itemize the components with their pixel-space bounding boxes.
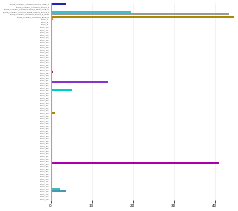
Bar xyxy=(50,99,52,101)
Bar xyxy=(50,6,51,8)
Bar xyxy=(50,36,51,38)
Bar xyxy=(50,71,53,73)
Bar xyxy=(50,195,51,197)
Bar xyxy=(50,18,53,20)
Bar xyxy=(50,89,72,91)
Bar xyxy=(50,41,51,43)
Bar xyxy=(50,180,51,182)
Bar xyxy=(50,38,51,40)
Bar xyxy=(50,92,51,93)
Bar xyxy=(50,104,51,106)
Bar xyxy=(50,66,52,68)
Bar xyxy=(50,178,51,180)
Bar xyxy=(50,97,52,99)
Bar xyxy=(50,34,51,35)
Bar xyxy=(50,84,52,86)
Bar xyxy=(50,102,51,104)
Bar xyxy=(50,175,51,177)
Bar xyxy=(50,185,51,187)
Bar xyxy=(50,16,234,18)
Bar xyxy=(50,183,51,185)
Bar xyxy=(50,69,52,71)
Bar xyxy=(50,165,51,167)
Bar xyxy=(50,168,52,169)
Bar xyxy=(50,87,51,88)
Bar xyxy=(50,162,219,164)
Bar xyxy=(50,109,51,111)
Bar xyxy=(50,13,229,15)
Bar xyxy=(50,79,51,81)
Bar xyxy=(50,8,51,10)
Bar xyxy=(50,190,66,192)
Bar xyxy=(50,28,51,30)
Bar xyxy=(50,23,51,25)
Bar xyxy=(50,21,51,23)
Bar xyxy=(50,11,131,13)
Bar xyxy=(50,74,52,76)
Bar xyxy=(50,198,51,200)
Bar xyxy=(50,193,51,195)
Bar xyxy=(50,188,60,190)
Bar xyxy=(50,94,51,96)
Bar xyxy=(50,31,51,33)
Bar xyxy=(50,170,52,172)
Bar xyxy=(50,81,108,83)
Bar xyxy=(50,173,51,174)
Bar xyxy=(50,3,66,5)
Bar xyxy=(50,114,51,116)
Bar xyxy=(50,76,52,78)
Bar xyxy=(50,107,51,109)
Bar xyxy=(50,26,51,28)
Bar xyxy=(50,112,55,114)
